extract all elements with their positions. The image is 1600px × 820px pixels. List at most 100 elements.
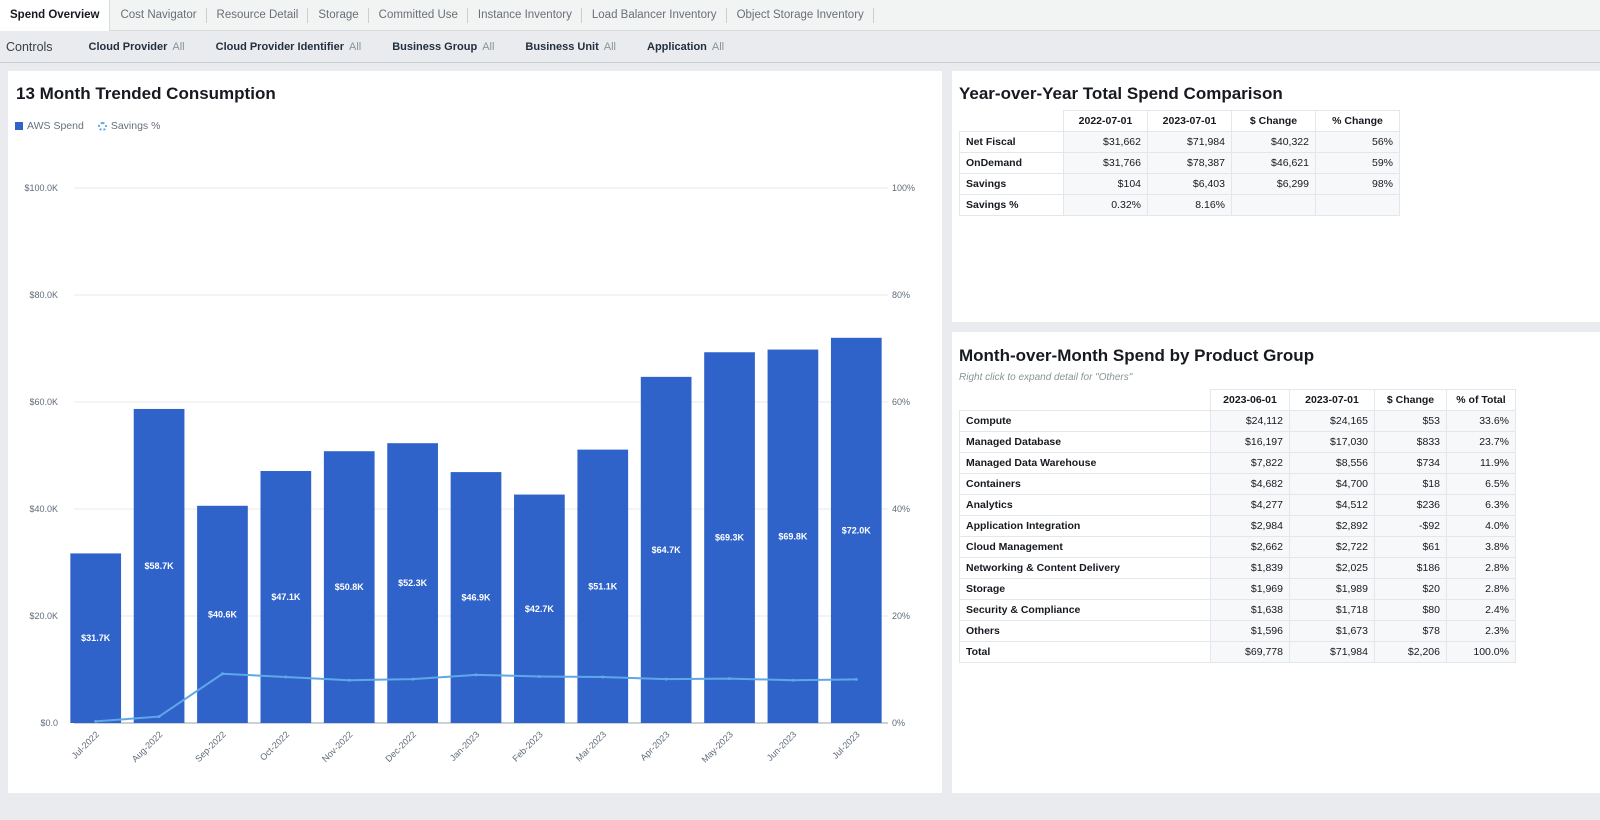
table-cell: $1,969	[1210, 578, 1290, 600]
table-cell: $17,030	[1289, 431, 1375, 453]
table-row[interactable]: Total $69,778 $71,984 $2,206 100.0%	[959, 641, 1516, 663]
table-corner	[959, 110, 1064, 132]
table-cell: 56%	[1315, 131, 1400, 153]
row-label: Net Fiscal	[959, 131, 1064, 153]
table-row[interactable]: Managed Database $16,197 $17,030 $833 23.7%	[959, 431, 1516, 453]
legend-label: Savings %	[110, 120, 161, 132]
table-cell: $8,556	[1289, 452, 1375, 474]
filter-application[interactable]: Application All	[647, 41, 724, 53]
table-row[interactable]: Others $1,596 $1,673 $78 2.3%	[959, 620, 1516, 642]
table-row[interactable]: Storage $1,969 $1,989 $20 2.8%	[959, 578, 1516, 600]
table-cell: $78	[1374, 620, 1447, 642]
row-label: Compute	[959, 410, 1211, 432]
tab-cost-navigator[interactable]: Cost Navigator	[110, 0, 207, 31]
bar-value-label: $46.9K	[461, 593, 491, 603]
bar-value-label: $64.7K	[652, 545, 682, 555]
filter-cloud-provider[interactable]: Cloud Provider All	[89, 41, 185, 53]
table-corner	[959, 389, 1211, 411]
tab-object-storage-inventory[interactable]: Object Storage Inventory	[727, 0, 875, 31]
tab-spend-overview[interactable]: Spend Overview	[0, 0, 111, 32]
column-header[interactable]: 2022-07-01	[1063, 110, 1148, 132]
table-row[interactable]: Containers $4,682 $4,700 $18 6.5%	[959, 473, 1516, 495]
table-cell: 6.5%	[1446, 473, 1516, 495]
legend-item-aws-spend[interactable]: AWS Spend	[15, 120, 84, 132]
row-label: Application Integration	[959, 515, 1211, 537]
x-tick-label: Jul-2023	[830, 729, 861, 760]
table-cell	[1231, 194, 1316, 216]
table-row[interactable]: Net Fiscal $31,662 $71,984 $40,322 56%	[959, 131, 1400, 153]
column-header[interactable]: $ Change	[1231, 110, 1316, 132]
table-cell: 98%	[1315, 173, 1400, 195]
table-cell: $2,025	[1289, 557, 1375, 579]
column-header[interactable]: 2023-06-01	[1210, 389, 1290, 411]
bar-may-2023	[704, 352, 755, 723]
table-cell: $1,718	[1289, 599, 1375, 621]
table-cell: $31,662	[1063, 131, 1148, 153]
column-header[interactable]: % of Total	[1446, 389, 1516, 411]
savings-pct-point	[854, 677, 858, 681]
bar-jul-2022	[70, 553, 122, 723]
column-header[interactable]: $ Change	[1374, 389, 1447, 411]
row-label: Managed Database	[959, 431, 1211, 453]
y-right-tick-label: 60%	[892, 397, 910, 407]
table-cell: $734	[1374, 452, 1447, 474]
filter-label: Cloud Provider Identifier	[215, 40, 344, 53]
column-header[interactable]: % Change	[1315, 110, 1400, 132]
table-row[interactable]: Cloud Management $2,662 $2,722 $61 3.8%	[959, 536, 1516, 558]
mom-panel-title: Month-over-Month Spend by Product Group	[959, 346, 1315, 365]
filter-label: Business Group	[392, 40, 478, 53]
row-label: Savings %	[959, 194, 1064, 216]
table-cell: 2.8%	[1446, 578, 1516, 600]
bar-value-label: $69.3K	[715, 533, 745, 543]
y-left-tick-label: $0.0	[40, 718, 58, 728]
table-row[interactable]: Application Integration $2,984 $2,892 -$92 4…	[959, 515, 1516, 537]
row-label: Networking & Content Delivery	[959, 557, 1211, 579]
tab-committed-use[interactable]: Committed Use	[369, 0, 469, 31]
y-right-tick-label: 0%	[892, 718, 905, 728]
legend-item-savings-pct[interactable]: Savings %	[97, 120, 161, 132]
table-row[interactable]: Analytics $4,277 $4,512 $236 6.3%	[959, 494, 1516, 516]
bar-value-label: $42.7K	[525, 604, 555, 614]
column-header[interactable]: 2023-07-01	[1147, 110, 1232, 132]
table-cell: 59%	[1315, 152, 1400, 174]
table-row[interactable]: Compute $24,112 $24,165 $53 33.6%	[959, 410, 1516, 432]
filter-value: All	[711, 40, 725, 53]
bar-value-label: $72.0K	[842, 525, 872, 535]
row-label: Storage	[959, 578, 1211, 600]
tab-resource-detail[interactable]: Resource Detail	[207, 0, 309, 31]
savings-pct-point	[791, 678, 795, 682]
column-header[interactable]: 2023-07-01	[1289, 389, 1375, 411]
savings-pct-point	[157, 715, 161, 719]
bar-value-label: $69.8K	[778, 531, 808, 541]
table-row[interactable]: Security & Compliance $1,638 $1,718 $80 2.4%	[959, 599, 1516, 621]
table-cell: $16,197	[1210, 431, 1290, 453]
table-cell: $69,778	[1210, 641, 1290, 663]
filter-cloud-provider-identifier[interactable]: Cloud Provider Identifier All	[216, 41, 362, 53]
x-tick-label: Jan-2023	[448, 729, 482, 763]
table-cell: $4,700	[1289, 473, 1375, 495]
table-row[interactable]: Networking & Content Delivery $1,839 $2,02…	[959, 557, 1516, 579]
table-cell: $7,822	[1210, 452, 1290, 474]
table-cell: 6.3%	[1446, 494, 1516, 516]
tab-storage[interactable]: Storage	[308, 0, 369, 31]
controls-title[interactable]: Controls	[6, 39, 53, 54]
table-cell: $2,206	[1374, 641, 1447, 663]
table-row[interactable]: Managed Data Warehouse $7,822 $8,556 $734 11…	[959, 452, 1516, 474]
y-right-tick-label: 100%	[892, 183, 915, 193]
y-left-tick-label: $40.0K	[29, 504, 58, 514]
table-cell: $186	[1374, 557, 1447, 579]
table-row[interactable]: OnDemand $31,766 $78,387 $46,621 59%	[959, 152, 1400, 174]
table-cell: $2,892	[1289, 515, 1375, 537]
filter-business-unit[interactable]: Business Unit All	[525, 41, 616, 53]
controls-bar: Controls Cloud Provider All Cloud Provider…	[0, 31, 1600, 63]
table-row[interactable]: Savings % 0.32% 8.16%	[959, 194, 1400, 216]
table-cell: $4,277	[1210, 494, 1290, 516]
line-swatch-icon	[97, 121, 107, 131]
filter-label: Business Unit	[525, 40, 599, 53]
legend-label: AWS Spend	[27, 120, 84, 132]
table-row[interactable]: Savings $104 $6,403 $6,299 98%	[959, 173, 1400, 195]
tab-instance-inventory[interactable]: Instance Inventory	[468, 0, 582, 31]
filter-label: Cloud Provider	[88, 40, 168, 53]
tab-load-balancer-inventory[interactable]: Load Balancer Inventory	[582, 0, 727, 31]
filter-business-group[interactable]: Business Group All	[392, 41, 494, 53]
